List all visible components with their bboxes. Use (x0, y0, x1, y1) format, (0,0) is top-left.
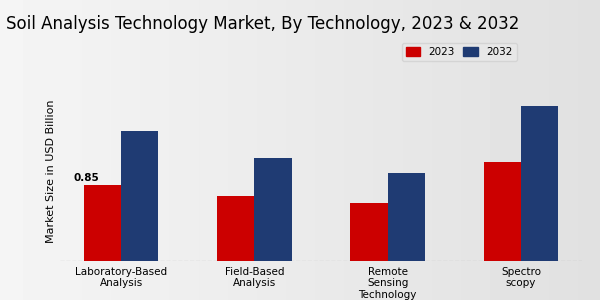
Text: 0.85: 0.85 (74, 173, 100, 183)
Bar (254, 158, 292, 261)
Text: Soil Analysis Technology Market, By Technology, 2023 & 2032: Soil Analysis Technology Market, By Tech… (6, 15, 520, 33)
Y-axis label: Market Size in USD Billion: Market Size in USD Billion (46, 99, 56, 243)
Bar (350, 202, 388, 261)
Bar (217, 196, 254, 261)
Bar (521, 106, 558, 261)
Legend: 2023, 2032: 2023, 2032 (401, 43, 517, 61)
Bar (84, 184, 121, 261)
Bar (484, 162, 521, 261)
Bar (388, 173, 425, 261)
Bar (121, 130, 158, 261)
